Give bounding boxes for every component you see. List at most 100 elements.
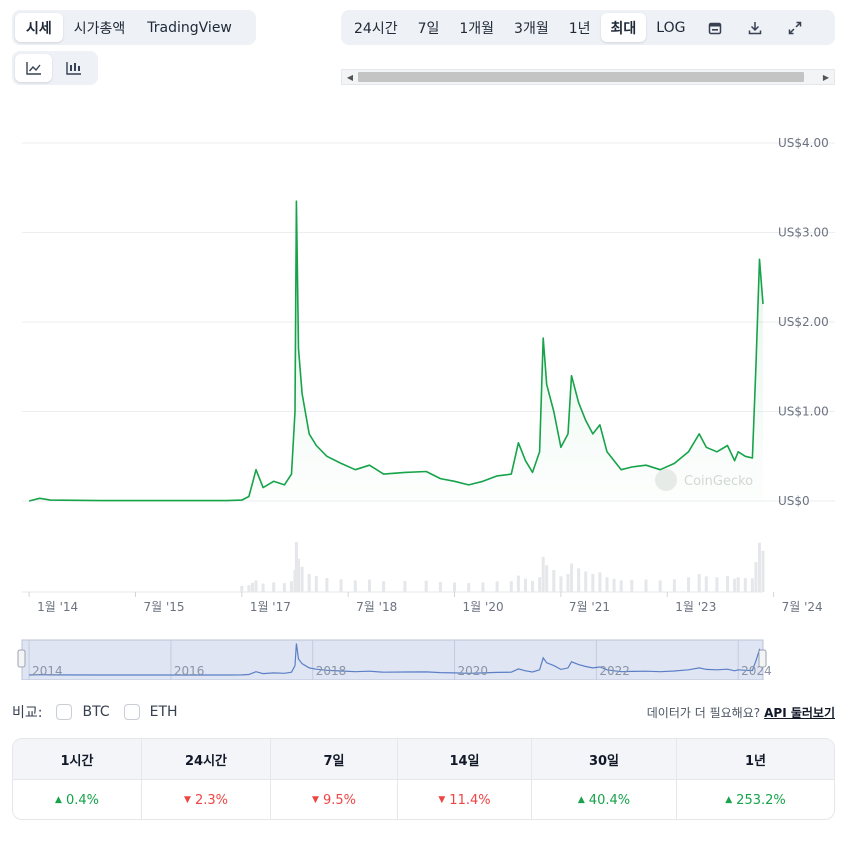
performance-change-value: 40.4% — [588, 792, 631, 808]
price-area — [29, 201, 764, 501]
compare-btc-label[interactable]: BTC — [82, 704, 110, 720]
volume-bar — [697, 574, 701, 592]
volume-bar — [757, 542, 761, 592]
tab-range-1[interactable]: 1개월 — [459, 20, 495, 37]
performance-period-label: 30일 — [532, 739, 677, 779]
watermark-text: CoinGecko — [684, 474, 753, 489]
more-data-text: 데이터가 더 필요해요? — [646, 705, 761, 720]
volume-bar — [715, 577, 719, 592]
performance-change-value: 0.4% — [65, 792, 99, 808]
y-tick-label: US$3.00 — [778, 226, 829, 240]
price-chart[interactable]: CoinGecko US$0 US$1.00 US$2.00 US$3.00 US$4.… — [0, 95, 867, 680]
fullscreen-button[interactable] — [775, 13, 815, 42]
performance-period-label: 1시간 — [13, 739, 142, 779]
volume-bar — [687, 577, 691, 592]
tab-range-1[interactable]: 1년 — [568, 20, 591, 37]
navigator-selection[interactable] — [21, 639, 764, 680]
caret-down-icon: ▼ — [184, 795, 191, 805]
volume-bar — [240, 585, 244, 592]
volume-bar — [523, 578, 527, 592]
volume-bar — [339, 579, 343, 592]
navigator-left-handle[interactable] — [17, 649, 26, 668]
volume-bar — [481, 582, 485, 592]
performance-table: 1시간 24시간 7일 14일 30일 1년 ▲ 0.4% ▼ 2.3% ▼ 9.5% ▼ 11.4% ▲… — [12, 738, 835, 820]
navigator-right-handle[interactable] — [758, 649, 767, 668]
candlestick-chart-button[interactable] — [55, 54, 92, 82]
caret-down-icon: ▼ — [438, 795, 446, 805]
tab-view-0[interactable]: 시세 — [15, 13, 63, 42]
volume-bar — [314, 576, 318, 592]
coingecko-logo-icon — [655, 469, 677, 491]
caret-down-icon: ▼ — [312, 795, 319, 805]
tab-range-24[interactable]: 24시간 — [354, 20, 398, 37]
volume-bar — [272, 582, 276, 592]
volume-bar — [367, 579, 371, 592]
x-tick-label: 7월 '18 — [356, 600, 397, 614]
volume-bar — [438, 582, 442, 592]
candlestick-chart-icon — [65, 61, 82, 75]
grid-lines — [22, 142, 835, 593]
tab-view-2[interactable]: TradingView — [147, 19, 232, 36]
volume-bar — [584, 571, 588, 592]
volume-bar — [545, 565, 549, 592]
volume-bars — [240, 542, 765, 592]
range-navigator[interactable]: 2014 2016 2018 2020 2022 2024 — [17, 639, 772, 680]
compare-btc-checkbox[interactable] — [56, 704, 73, 720]
x-axis-labels: 1월 '14 7월 '15 1월 '17 7월 '18 1월 '20 7월 '21 1월 '… — [28, 592, 823, 614]
volume-bar — [566, 574, 570, 592]
compare-eth-checkbox[interactable] — [123, 704, 140, 720]
api-link[interactable]: API 둘러보기 — [764, 705, 835, 720]
volume-bar — [307, 574, 311, 592]
volume-bar — [250, 582, 254, 592]
navigator-tick-label: 2024 — [741, 664, 772, 678]
y-tick-label: US$1.00 — [778, 405, 829, 419]
volume-bar — [619, 580, 623, 592]
line-chart-button[interactable] — [15, 54, 52, 82]
scrollbar-thumb[interactable] — [358, 72, 804, 82]
compare-eth-label[interactable]: ETH — [149, 704, 178, 720]
download-button[interactable] — [735, 13, 775, 42]
performance-change-value: 2.3% — [194, 792, 228, 808]
volume-bar — [644, 579, 648, 592]
performance-period-label: 14일 — [398, 739, 532, 779]
caret-up-icon: ▲ — [725, 795, 733, 805]
performance-period-label: 7일 — [271, 739, 398, 779]
line-chart-icon — [25, 61, 42, 75]
y-tick-label: US$4.00 — [778, 136, 829, 150]
y-tick-label: US$2.00 — [778, 315, 829, 329]
calendar-button[interactable] — [695, 13, 735, 42]
tab-range-log[interactable]: LOG — [656, 19, 686, 36]
scroll-left-arrow-icon[interactable]: ◀ — [346, 72, 354, 82]
volume-bar — [294, 542, 298, 592]
tab-range-7[interactable]: 7일 — [417, 20, 440, 37]
volume-bar — [509, 581, 513, 592]
x-tick-label: 7월 '21 — [569, 600, 610, 614]
volume-bar — [559, 576, 563, 592]
tab-view-1[interactable]: 시가총액 — [73, 20, 126, 37]
volume-bar — [605, 577, 609, 592]
volume-bar — [453, 582, 457, 592]
chart-scrollbar[interactable]: ◀ ▶ — [341, 69, 835, 85]
volume-bar — [353, 580, 357, 592]
volume-bar — [531, 580, 535, 592]
volume-bar — [704, 576, 708, 592]
volume-bar — [424, 580, 428, 592]
performance-change-value: 9.5% — [322, 792, 356, 808]
view-tabs: 시세 시가총액 TradingView — [12, 10, 256, 45]
volume-bar — [282, 583, 286, 592]
volume-bar — [495, 581, 499, 592]
volume-bar — [538, 577, 542, 592]
volume-bar — [754, 562, 758, 592]
volume-bar — [598, 572, 602, 592]
performance-change-cell: ▲ 0.4% — [13, 780, 142, 819]
x-tick-label: 7월 '15 — [143, 600, 184, 614]
tab-range-item-5[interactable]: 최대 — [600, 13, 647, 42]
tab-range-3[interactable]: 3개월 — [514, 20, 549, 37]
x-tick-label: 7월 '24 — [782, 600, 823, 614]
volume-bar — [761, 550, 765, 592]
navigator-tick-label: 2016 — [174, 664, 205, 678]
volume-bar — [289, 581, 293, 592]
scroll-right-arrow-icon[interactable]: ▶ — [822, 72, 830, 82]
y-tick-label: US$0 — [778, 494, 810, 508]
range-tabs: 24시간 7일 1개월 3개월 1년 최대 LOG — [341, 10, 835, 45]
